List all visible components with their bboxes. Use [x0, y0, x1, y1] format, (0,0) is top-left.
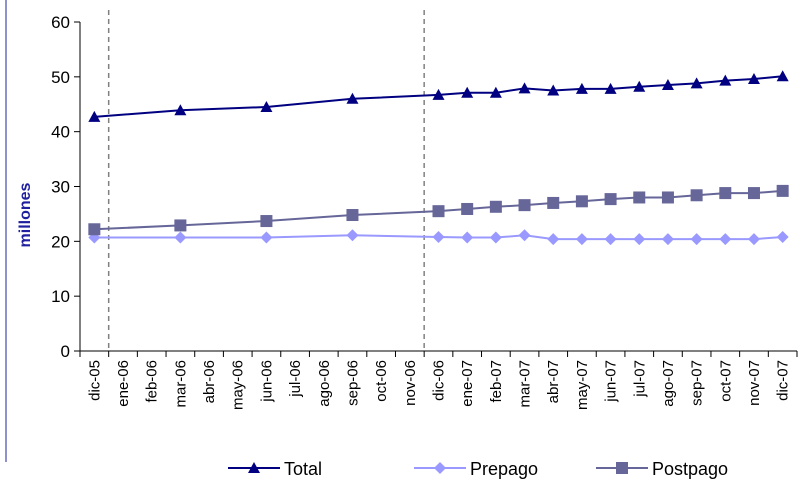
data-point-prepago — [747, 233, 760, 246]
x-tick-label: oct-06 — [373, 360, 390, 402]
legend-marker-total — [248, 462, 260, 473]
data-point-prepago — [461, 231, 474, 244]
data-point-postpago — [489, 200, 502, 213]
x-tick-label: dic-05 — [86, 360, 103, 401]
legend-marker-prepago — [434, 462, 446, 474]
data-point-prepago — [661, 233, 674, 246]
data-point-postpago — [604, 193, 617, 206]
data-point-total — [547, 84, 560, 96]
data-point-total — [575, 82, 588, 94]
x-tick-label: dic-06 — [431, 360, 448, 401]
legend-marker-postpago — [616, 462, 628, 474]
data-point-postpago — [719, 187, 732, 200]
y-tick-label: 30 — [51, 178, 70, 197]
data-point-postpago — [547, 196, 560, 209]
data-point-total — [633, 80, 646, 92]
y-tick-label: 50 — [51, 68, 70, 87]
y-axis-label: millones — [17, 182, 34, 247]
x-tick-label: sep-06 — [344, 360, 361, 406]
x-tick-label: dic-07 — [775, 360, 792, 401]
data-point-total — [88, 110, 101, 122]
data-point-total — [747, 73, 760, 85]
data-point-prepago — [174, 231, 187, 244]
x-tick-label: jun-06 — [258, 360, 275, 403]
data-point-postpago — [174, 219, 187, 232]
data-point-postpago — [633, 191, 646, 204]
data-point-total — [432, 88, 445, 100]
x-tick-label: may-07 — [574, 360, 591, 410]
data-point-postpago — [461, 202, 474, 215]
data-point-postpago — [432, 205, 445, 218]
y-tick-label: 0 — [61, 342, 70, 361]
data-point-prepago — [604, 233, 617, 246]
x-tick-label: abr-06 — [201, 360, 218, 403]
y-tick-label: 10 — [51, 287, 70, 306]
y-tick-label: 60 — [51, 13, 70, 32]
data-point-total — [489, 86, 502, 98]
x-tick-label: mar-07 — [517, 360, 534, 408]
data-point-total — [346, 92, 359, 104]
data-point-total — [604, 82, 617, 94]
data-point-total — [461, 86, 474, 98]
data-point-postpago — [260, 215, 273, 228]
data-point-postpago — [747, 187, 760, 200]
x-tick-label: jul-06 — [287, 360, 304, 398]
data-point-total — [690, 77, 703, 89]
x-tick-label: mar-06 — [172, 360, 189, 408]
data-point-prepago — [432, 230, 445, 243]
data-point-postpago — [575, 195, 588, 208]
data-point-prepago — [547, 233, 560, 246]
x-tick-label: nov-06 — [402, 360, 419, 406]
x-tick-label: abr-07 — [545, 360, 562, 403]
data-point-prepago — [518, 229, 531, 242]
x-tick-label: nov-07 — [746, 360, 763, 406]
x-tick-label: ene-07 — [459, 360, 476, 407]
legend-label-total: Total — [284, 459, 322, 479]
data-point-postpago — [88, 223, 101, 236]
x-tick-label: jun-07 — [603, 360, 620, 403]
legend-label-postpago: Postpago — [652, 459, 728, 479]
data-point-prepago — [346, 229, 359, 242]
data-point-total — [260, 100, 273, 112]
data-point-prepago — [489, 231, 502, 244]
data-point-total — [174, 104, 187, 116]
data-point-prepago — [575, 233, 588, 246]
x-tick-label: feb-06 — [144, 360, 161, 403]
data-point-postpago — [346, 209, 359, 222]
x-tick-label: jul-07 — [631, 360, 648, 398]
data-point-total — [719, 74, 732, 86]
y-tick-label: 20 — [51, 232, 70, 251]
data-point-prepago — [719, 233, 732, 246]
x-tick-label: feb-07 — [488, 360, 505, 403]
x-tick-label: ene-06 — [115, 360, 132, 407]
data-point-total — [776, 70, 789, 82]
x-tick-label: ago-07 — [660, 360, 677, 407]
data-point-total — [661, 79, 674, 91]
x-tick-label: sep-07 — [689, 360, 706, 406]
x-tick-label: oct-07 — [717, 360, 734, 402]
data-point-prepago — [776, 230, 789, 243]
data-point-prepago — [633, 233, 646, 246]
x-tick-label: may-06 — [230, 360, 247, 410]
y-tick-label: 40 — [51, 123, 70, 142]
data-point-postpago — [776, 184, 789, 197]
x-tick-label: ago-06 — [316, 360, 333, 407]
data-point-postpago — [690, 189, 703, 202]
data-point-prepago — [260, 231, 273, 244]
data-point-total — [518, 82, 531, 94]
data-point-postpago — [661, 191, 674, 204]
data-point-prepago — [690, 233, 703, 246]
legend-label-prepago: Prepago — [470, 459, 538, 479]
data-point-postpago — [518, 199, 531, 212]
